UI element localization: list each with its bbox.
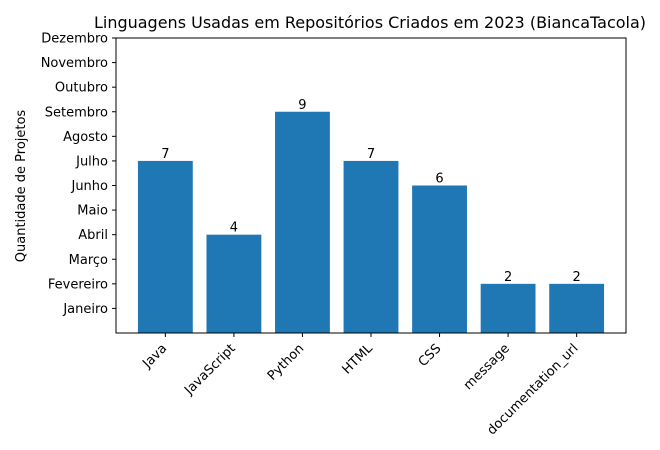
plot-area: 7 4 9 7 6 2 2 Janeiro Fevereiro Março Abril Maio Jun… [41,32,627,438]
chart-title: Linguagens Usadas em Repositórios Criado… [94,13,646,32]
y-tick-label: Setembro [45,105,108,120]
x-tick-label: Python [265,341,307,383]
bar-html [343,160,399,333]
data-label: 4 [230,221,238,236]
data-label: 7 [161,147,169,162]
x-tick-label: CSS [416,341,445,370]
data-label: 9 [298,98,306,113]
data-label: 7 [367,147,375,162]
data-label: 2 [504,270,512,285]
y-tick-label: Janeiro [62,302,108,317]
y-axis-label: Quantidade de Projetos [14,110,29,263]
y-tick-label: Agosto [63,130,108,145]
x-tick-label: JavaScript [181,341,238,398]
bar-java [137,160,193,333]
x-tick-label: HTML [340,341,377,378]
y-tick-label: Abril [78,228,108,243]
bar-css [412,185,467,333]
bar-documentation-url [549,283,605,333]
y-tick-label: Dezembro [41,32,108,47]
bar-javascript [206,234,262,333]
bar-python [275,111,330,333]
y-tick-label: Maio [77,204,108,219]
data-label: 6 [435,172,443,187]
y-tick-label: Março [69,253,108,268]
y-tick-label: Novembro [41,56,108,71]
x-tick-label: Java [139,341,170,372]
y-tick-label: Junho [70,179,108,194]
y-tick-label: Julho [75,154,108,169]
bar-message [480,283,536,333]
y-tick-label: Outubro [55,81,108,96]
data-label: 2 [573,270,581,285]
x-tick-label: message [461,341,513,393]
y-tick-label: Fevereiro [48,277,108,292]
